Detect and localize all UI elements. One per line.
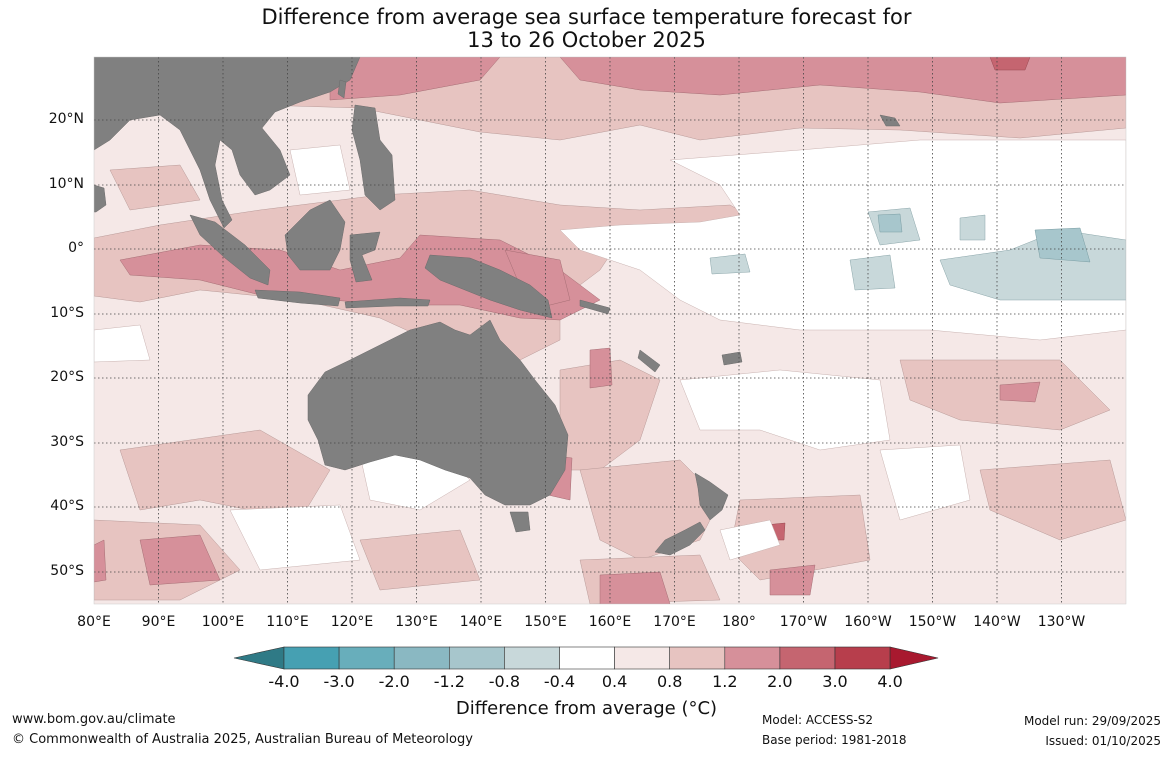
neutral-west-indian — [94, 324, 151, 363]
sulawesi — [349, 231, 381, 283]
graticule — [94, 57, 1126, 604]
chart-title-line-2: 13 to 26 October 2025 — [467, 28, 706, 52]
borneo — [284, 199, 346, 271]
new-guinea — [424, 254, 553, 319]
colorbar-cell — [779, 646, 836, 670]
colorbar-cell — [283, 646, 340, 670]
cool-equatorial-west — [709, 253, 751, 275]
fiji — [721, 351, 743, 366]
longitude-label: 150°W — [908, 614, 957, 630]
longitude-label: 160°W — [844, 614, 892, 630]
longitude-label: 100°E — [201, 614, 245, 630]
colorbar-cell — [834, 646, 891, 670]
anomaly-strong-se-pacific — [999, 381, 1041, 403]
longitude-label: 140°E — [459, 614, 503, 630]
longitude-label: 150°E — [524, 614, 567, 630]
colorbar-tick-label: 3.0 — [822, 672, 848, 691]
philippines — [351, 104, 396, 211]
footer-base-period: Base period: 1981-2018 — [762, 733, 907, 747]
colorbar-tick-label: 0.4 — [601, 672, 628, 691]
sst-anomaly-map — [93, 56, 1127, 605]
colorbar-cell — [338, 646, 395, 670]
sumatra — [189, 214, 271, 286]
footer-model-run: Model run: 29/09/2025 — [1023, 714, 1161, 728]
colorbar-tick-label: 0.8 — [656, 672, 683, 691]
longitude-label: 160°E — [588, 614, 632, 630]
colorbar-tick-label: -2.0 — [378, 672, 410, 691]
colorbar-cell — [559, 646, 615, 670]
colorbar-over-arrow — [889, 646, 939, 670]
australia — [307, 319, 569, 506]
longitude-label: 170°E — [653, 614, 696, 630]
neutral-east-south-pacific — [879, 444, 971, 521]
latitude-label: 10°S — [50, 305, 84, 321]
longitude-label: 180° — [722, 614, 756, 630]
colorbar-tick-label: 2.0 — [767, 672, 793, 691]
footer-model: Model: ACCESS-S2 — [762, 713, 874, 727]
longitude-label: 80°E — [77, 614, 111, 630]
anomaly-strong-southern-2 — [769, 564, 816, 596]
longitude-label: 90°E — [141, 614, 176, 630]
chart-title-line-1: Difference from average sea surface temp… — [261, 5, 912, 29]
footer-url[interactable]: www.bom.gov.au/climate — [12, 712, 176, 727]
latitude-label: 0° — [68, 240, 84, 256]
colorbar-tick-label: 1.2 — [712, 672, 738, 691]
anomaly-strong-southern — [599, 571, 671, 604]
colorbar-tick-label: -0.8 — [488, 672, 520, 691]
colorbar-cell — [614, 646, 670, 670]
colorbar-cell — [724, 646, 781, 670]
latitude-label: 20°S — [50, 369, 84, 385]
cool-patch-1 — [959, 214, 986, 241]
neutral-south-pacific — [679, 369, 891, 451]
colorbar-cell — [393, 646, 450, 670]
colorbar-tick-label: -4.0 — [268, 672, 300, 691]
latitude-label: 10°N — [48, 176, 84, 192]
anomaly-south-pacific-far — [979, 459, 1126, 541]
anomaly-patch-sw — [359, 529, 481, 591]
footer-issued: Issued: 01/10/2025 — [1045, 734, 1161, 748]
cool-equatorial-mid — [849, 254, 896, 291]
colorbar-tick-label: -3.0 — [323, 672, 355, 691]
new-caledonia — [637, 349, 661, 373]
colorbar-cell — [669, 646, 726, 670]
longitude-label: 140°W — [973, 614, 1021, 630]
solomon-islands — [579, 299, 611, 315]
neutral-tasman-south — [719, 519, 781, 561]
latitude-label: 30°S — [50, 434, 84, 450]
hawaii — [879, 114, 901, 127]
longitude-label: 130°W — [1037, 614, 1086, 630]
anomaly-very-strong-n-pacific — [989, 57, 1031, 71]
colorbar-under-arrow — [233, 646, 285, 670]
longitude-label: 110°E — [266, 614, 309, 630]
colorbar-title: Difference from average (°C) — [455, 698, 718, 719]
colorbar-tick-label: -1.2 — [433, 672, 465, 691]
latitude-label: 50°S — [50, 563, 84, 579]
sri-lanka — [94, 184, 107, 213]
taiwan — [337, 79, 347, 99]
anomaly-strong-south-indian — [139, 534, 221, 586]
tasmania — [509, 511, 531, 533]
colorbar-tick-label: -0.4 — [543, 672, 576, 691]
latitude-label: 20°N — [48, 111, 84, 127]
longitude-label: 170°W — [779, 614, 828, 630]
new-zealand-north — [694, 472, 729, 521]
longitude-label: 120°E — [330, 614, 374, 630]
cool-core-central — [877, 213, 903, 233]
java — [254, 289, 341, 307]
anomaly-strong-nw-pacific — [329, 57, 501, 101]
longitude-label: 130°E — [395, 614, 438, 630]
latitude-label: 40°S — [50, 498, 84, 514]
colorbar-cell — [504, 646, 560, 670]
new-zealand-south — [654, 521, 706, 556]
footer-copyright: © Commonwealth of Australia 2025, Austra… — [12, 732, 473, 747]
lesser-sunda — [344, 297, 431, 309]
anomaly-patch-w-indian — [109, 164, 201, 211]
anomaly-strong-w-indian — [94, 539, 107, 583]
neutral-south-china-sea — [289, 144, 351, 196]
colorbar-cell — [448, 646, 505, 670]
colorbar-tick-label: 4.0 — [877, 672, 903, 691]
